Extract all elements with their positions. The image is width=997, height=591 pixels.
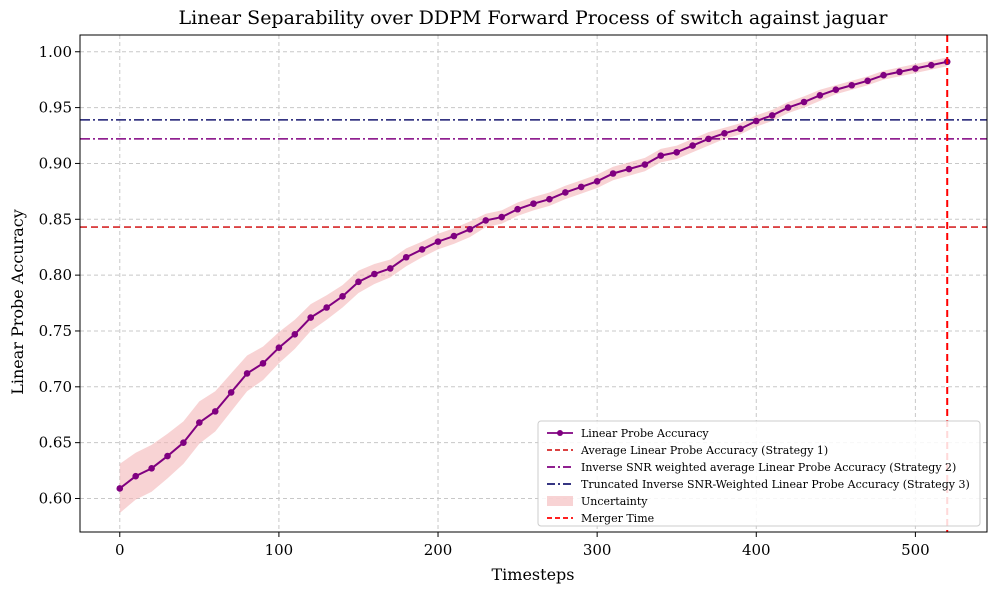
legend-label: Uncertainty [581, 495, 648, 508]
data-point [641, 161, 649, 168]
data-point [323, 304, 330, 311]
x-tick-label: 200 [424, 541, 453, 559]
data-point [450, 232, 458, 240]
y-tick-label: 0.95 [39, 99, 72, 117]
data-point [896, 68, 903, 76]
y-tick-label: 0.65 [39, 434, 72, 452]
data-point [291, 331, 299, 338]
data-point [800, 98, 808, 106]
data-point [275, 344, 283, 352]
data-point [768, 112, 776, 119]
data-point [371, 270, 378, 278]
data-point [864, 77, 871, 85]
data-point [514, 205, 521, 213]
y-axis-label: Linear Probe Accuracy [8, 209, 27, 395]
legend-marker [557, 430, 563, 436]
y-tick-label: 0.80 [39, 266, 72, 284]
x-axis-ticks: 0 100 200 300 400 500 [115, 532, 930, 559]
y-tick-label: 0.75 [39, 322, 72, 340]
data-point [339, 293, 346, 300]
data-point [848, 81, 856, 89]
x-tick-label: 500 [901, 541, 930, 559]
data-point [816, 92, 824, 99]
data-point [132, 472, 139, 480]
data-point [355, 278, 362, 286]
data-point [211, 408, 219, 415]
data-point [498, 213, 505, 221]
data-point [530, 200, 537, 207]
data-point [164, 452, 171, 460]
data-point [657, 152, 665, 159]
y-tick-label: 1.00 [39, 43, 72, 61]
x-tick-label: 400 [742, 541, 771, 559]
data-point [307, 314, 315, 321]
data-point [562, 189, 569, 196]
data-point [912, 65, 919, 72]
data-point [180, 439, 187, 446]
chart-title: Linear Separability over DDPM Forward Pr… [179, 7, 889, 29]
legend-label: Inverse SNR weighted average Linear Prob… [581, 461, 956, 474]
legend-label: Linear Probe Accuracy [581, 427, 709, 440]
data-point [705, 135, 712, 143]
data-point [880, 71, 887, 79]
legend-label: Truncated Inverse SNR-Weighted Linear Pr… [581, 478, 970, 491]
data-point [116, 485, 124, 492]
data-point [243, 370, 251, 377]
y-tick-label: 0.90 [39, 154, 72, 172]
data-point [609, 170, 617, 177]
data-point [752, 117, 760, 125]
data-point [434, 238, 442, 245]
data-point [784, 104, 792, 111]
data-point [259, 360, 267, 367]
legend-label: Average Linear Probe Accuracy (Strategy … [580, 444, 828, 457]
legend-label: Merger Time [581, 512, 654, 525]
reference-lines [80, 119, 987, 228]
data-point [593, 178, 601, 185]
data-point [689, 142, 696, 149]
data-point [737, 125, 744, 133]
data-point [148, 465, 155, 472]
data-point [227, 389, 235, 396]
data-point [546, 195, 553, 203]
x-tick-label: 0 [115, 541, 125, 559]
y-tick-label: 0.70 [39, 378, 72, 396]
data-point [673, 148, 681, 156]
data-point [482, 217, 490, 224]
legend-box [537, 420, 981, 527]
x-tick-label: 100 [265, 541, 294, 559]
data-point [577, 183, 585, 191]
data-point [721, 129, 728, 137]
data-point [466, 226, 474, 233]
data-point [196, 419, 203, 426]
legend-swatch [547, 496, 573, 506]
y-axis-ticks: 0.60 0.65 0.70 0.75 0.80 0.85 0.90 0.95 1.00 [39, 43, 80, 507]
data-point [928, 61, 935, 69]
data-point [625, 165, 633, 173]
x-axis-label: Timesteps [492, 565, 575, 584]
data-point [386, 265, 394, 272]
y-tick-label: 0.60 [39, 489, 72, 507]
y-tick-label: 0.85 [39, 210, 72, 228]
plot-frame [79, 34, 988, 533]
data-point [402, 253, 410, 261]
data-point [832, 86, 840, 94]
legend: Linear Probe Accuracy Average Linear Prob… [537, 420, 981, 527]
x-tick-label: 300 [583, 541, 612, 559]
data-point [418, 246, 426, 253]
series-group [116, 58, 951, 492]
